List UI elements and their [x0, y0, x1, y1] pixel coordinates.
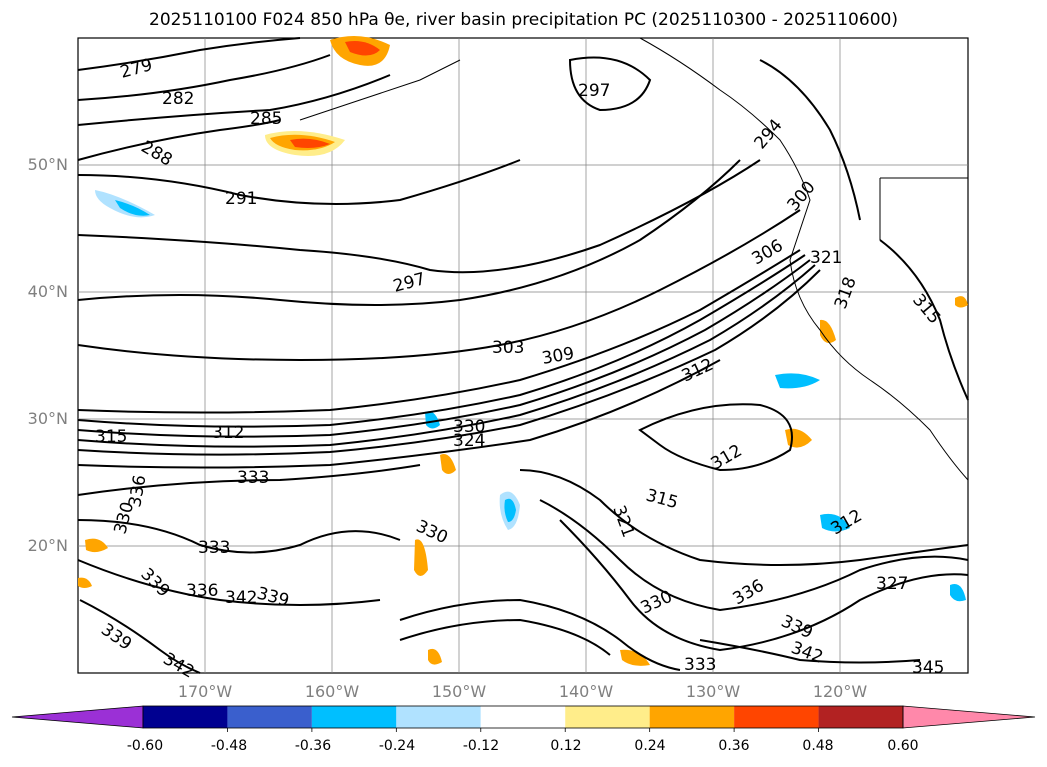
figure-title: 2025110100 F024 850 hPa θe, river basin …: [149, 10, 898, 30]
colorbar-box: [311, 706, 397, 728]
lon-label: 140°W: [558, 682, 614, 701]
colorbar-tick-label: -0.12: [462, 738, 500, 754]
contour-label: 312: [212, 423, 244, 443]
precip-blob: [428, 648, 442, 665]
colorbar-box: [227, 706, 312, 728]
map-frame: [77, 37, 969, 674]
precip-blob: [425, 411, 440, 429]
precip-blob: [820, 319, 836, 344]
colorbar: [11, 705, 1036, 732]
theta-e-contours: [77, 37, 969, 674]
colorbar-box: [396, 706, 481, 728]
colorbar-tick-label: 0.60: [887, 738, 919, 754]
contour-label: 327: [876, 574, 908, 594]
colorbar-box: [818, 706, 903, 728]
lon-label: 160°W: [304, 682, 360, 701]
colorbar-box: [143, 706, 228, 728]
colorbar-outline: [142, 705, 904, 729]
colorbar-tick-label: 0.36: [718, 738, 750, 754]
contour-label: 291: [225, 189, 257, 209]
contour-label: 342: [225, 588, 257, 608]
precip-blob: [290, 138, 330, 148]
colorbar-tick-label: -0.36: [294, 738, 332, 754]
precip-shading: [78, 36, 968, 666]
precip-blob: [345, 41, 380, 56]
precip-blob: [78, 577, 92, 588]
precip-blob: [115, 200, 150, 216]
colorbar-box: [565, 706, 650, 728]
precip-blob: [414, 539, 428, 576]
colorbar-extend-low: [11, 705, 144, 729]
contour-label: 330: [453, 417, 485, 437]
contour-label: 297: [578, 81, 610, 101]
colorbar-tick-label: 0.12: [550, 738, 582, 754]
contour-label: 324: [453, 431, 485, 451]
contour-label: 321: [810, 248, 842, 268]
lat-label: 30°N: [27, 409, 68, 428]
precip-blob: [955, 296, 968, 308]
contour-label: 303: [492, 338, 524, 358]
lon-label: 150°W: [431, 682, 487, 701]
lon-label: 170°W: [177, 682, 233, 701]
lat-label: 20°N: [27, 536, 68, 555]
coastlines: [299, 37, 969, 481]
contour-label: 333: [684, 655, 716, 675]
precip-blob: [950, 584, 966, 602]
colorbar-box: [649, 706, 735, 728]
colorbar-tick-label: -0.48: [210, 738, 248, 754]
colorbar-box: [480, 706, 566, 728]
precip-blob: [775, 373, 820, 389]
colorbar-tick-label: -0.24: [378, 738, 416, 754]
contour-label: 336: [186, 581, 218, 601]
lat-label: 50°N: [27, 155, 68, 174]
lon-label: 130°W: [685, 682, 741, 701]
precip-blob: [440, 454, 456, 474]
contour-label: 282: [162, 89, 194, 109]
lon-label: 120°W: [812, 682, 868, 701]
lat-label: 40°N: [27, 282, 68, 301]
contour-label: 333: [237, 468, 269, 488]
precip-blob: [820, 513, 850, 532]
colorbar-tick-label: 0.48: [802, 738, 834, 754]
precip-blob: [85, 538, 108, 553]
contour-label: 315: [95, 427, 127, 447]
colorbar-box: [734, 706, 819, 728]
precip-blob: [504, 498, 516, 522]
colorbar-tick-label: 0.24: [634, 738, 666, 754]
contour-label: 285: [250, 109, 282, 129]
colorbar-extend-high: [902, 705, 1036, 729]
contour-label: 333: [198, 538, 230, 558]
contour-label: 345: [912, 658, 944, 678]
precip-blob: [620, 649, 650, 666]
colorbar-tick-label: -0.60: [126, 738, 164, 754]
